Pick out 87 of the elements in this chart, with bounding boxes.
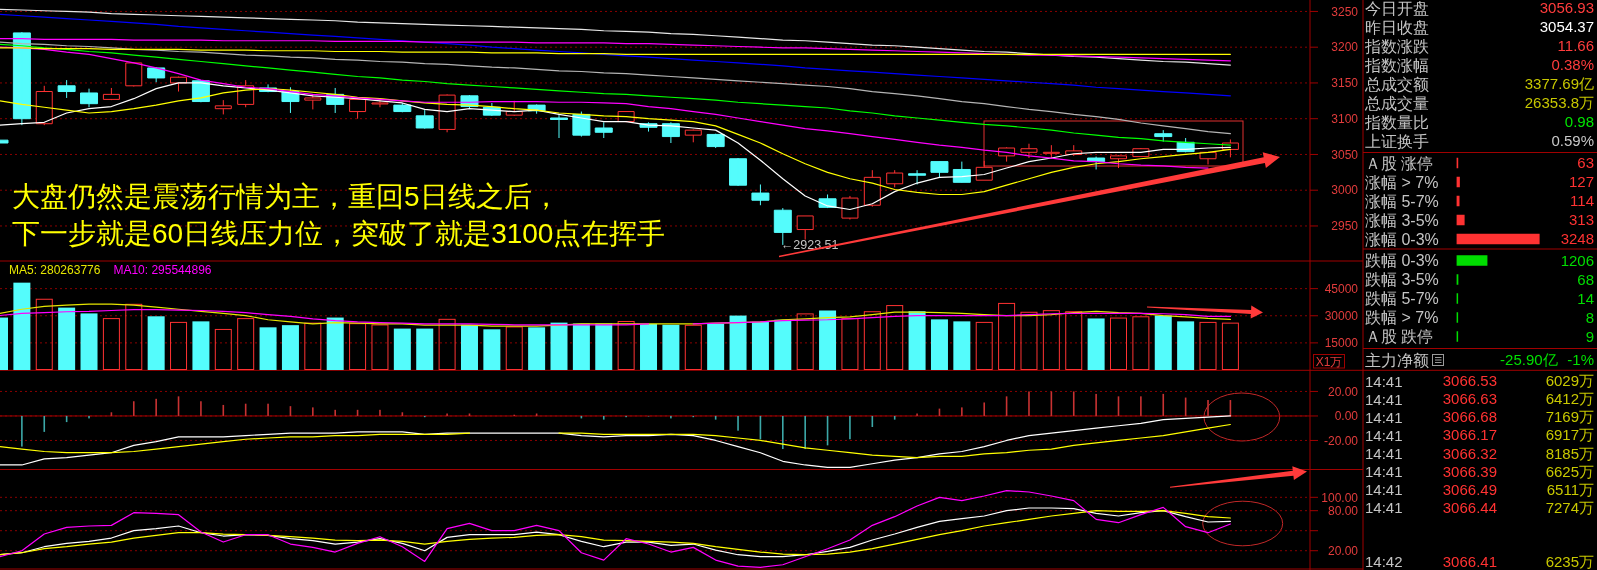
data-label: 313	[1568, 211, 1594, 228]
value-label: ←2923.51	[780, 238, 839, 253]
y-tick-label: 涨幅 > 7%	[1365, 173, 1439, 191]
category-label: 14:41	[1365, 445, 1403, 463]
category-label: 14:41	[1365, 481, 1403, 499]
data-label: 3066.44	[1442, 498, 1497, 516]
y-tick-label: 3100	[1331, 111, 1359, 126]
data-label: 3066.39	[1442, 462, 1497, 480]
data-label: 3066.49	[1442, 480, 1497, 498]
data-label: 3248	[1560, 230, 1594, 247]
category-label: 总成交额	[1364, 75, 1429, 93]
y-tick-label: 跌幅 3-5%	[1365, 271, 1439, 288]
y-tick-label: 3050	[1331, 147, 1359, 162]
data-label: 1206	[1560, 251, 1594, 269]
data-label: 63	[1577, 154, 1594, 171]
text: 3054.37	[1539, 18, 1594, 36]
data-label: 127	[1568, 173, 1594, 190]
category-label: 指数涨跌	[1364, 37, 1429, 55]
text: 3377.69亿	[1524, 75, 1594, 93]
y-tick-label: 0.00	[1334, 409, 1359, 424]
category-label: 14:42	[1365, 553, 1403, 570]
category-label: 14:41	[1365, 372, 1403, 390]
y-tick-label: 2950	[1331, 219, 1359, 234]
y-tick-label: 30000	[1324, 308, 1359, 323]
legend: MA5: 280263776 MA10: 295544896	[9, 263, 212, 277]
text: 3056.93	[1539, 0, 1594, 17]
y-tick-label: Ａ股 涨停	[1365, 154, 1434, 172]
ylabel: X1万	[1313, 354, 1345, 369]
data-label: 114	[1570, 192, 1594, 209]
y-tick-label: 15000	[1324, 336, 1359, 351]
y-tick-label: 3000	[1331, 183, 1359, 198]
data-label: 3066.41	[1442, 552, 1497, 570]
y-tick-label: Ａ股 跌停	[1365, 328, 1434, 345]
y-tick-label: 3250	[1331, 4, 1359, 19]
data-label: 7274万	[1545, 498, 1594, 516]
data-label: 3066.63	[1442, 390, 1497, 408]
category-label: 14:41	[1365, 408, 1403, 426]
data-label: 3066.68	[1442, 408, 1497, 426]
annotation: 大盘仍然是震荡行情为主，重回5日线之后，	[12, 181, 560, 212]
text: 0.59%	[1551, 132, 1594, 150]
category-label: 昨日收盘	[1365, 18, 1429, 36]
category-label: 上证换手	[1365, 132, 1429, 150]
y-tick-label: -20.00	[1323, 433, 1359, 448]
data-label: 6235万	[1545, 552, 1594, 570]
y-tick-label: 20.00	[1327, 384, 1359, 399]
category-label: 总成交量	[1364, 94, 1429, 112]
y-tick-label: 涨幅 3-5%	[1365, 211, 1439, 229]
category-label: 指数涨幅	[1364, 56, 1429, 74]
y-tick-label: 跌幅 0-3%	[1365, 252, 1439, 269]
text: 26353.8万	[1524, 94, 1594, 112]
y-tick-label: 20.00	[1327, 543, 1359, 558]
category-label: 指数量比	[1364, 113, 1429, 131]
data-label: 8	[1585, 308, 1594, 326]
data-label: 6625万	[1545, 462, 1594, 480]
y-tick-label: 3200	[1331, 40, 1359, 55]
data-label: 3066.17	[1442, 426, 1497, 444]
category-label: 14:41	[1365, 390, 1403, 408]
data-label: 7169万	[1545, 408, 1594, 426]
annotation: 下一步就是60日线压力位，突破了就是3100点在挥手	[12, 218, 666, 249]
data-label: 6029万	[1545, 372, 1594, 390]
y-tick-label: 80.00	[1327, 503, 1359, 518]
y-tick-label: 跌幅 > 7%	[1365, 309, 1439, 326]
data-label: 9	[1585, 327, 1594, 345]
data-label: 14	[1577, 289, 1594, 307]
data-label: -25.90亿	[1500, 351, 1558, 368]
y-tick-label: 45000	[1324, 281, 1359, 296]
data-label: 6917万	[1545, 426, 1594, 444]
data-label: 6511万	[1546, 480, 1594, 498]
y-tick-label: 3150	[1331, 76, 1359, 91]
category-label: 14:41	[1365, 463, 1403, 481]
category-label: 主力净额	[1365, 351, 1429, 369]
data-label: 3066.53	[1442, 372, 1497, 390]
data-label: 68	[1577, 270, 1594, 288]
category-label: 今日开盘	[1365, 0, 1429, 17]
y-tick-label: 涨幅 0-3%	[1365, 230, 1439, 248]
data-label: 6412万	[1545, 390, 1594, 408]
text: 11.66	[1557, 37, 1594, 55]
data-label: 8185万	[1545, 444, 1594, 462]
text: 0.98	[1564, 113, 1594, 131]
y-tick-label: 涨幅 5-7%	[1365, 192, 1439, 210]
y-tick-label: 100.00	[1321, 490, 1359, 505]
category-label: 14:41	[1365, 499, 1403, 517]
data-label: 3066.32	[1442, 444, 1497, 462]
text: 0.38%	[1551, 56, 1594, 74]
y-tick-label: 跌幅 5-7%	[1365, 290, 1439, 307]
data-label: -1%	[1567, 351, 1594, 368]
category-label: 14:41	[1365, 426, 1403, 444]
